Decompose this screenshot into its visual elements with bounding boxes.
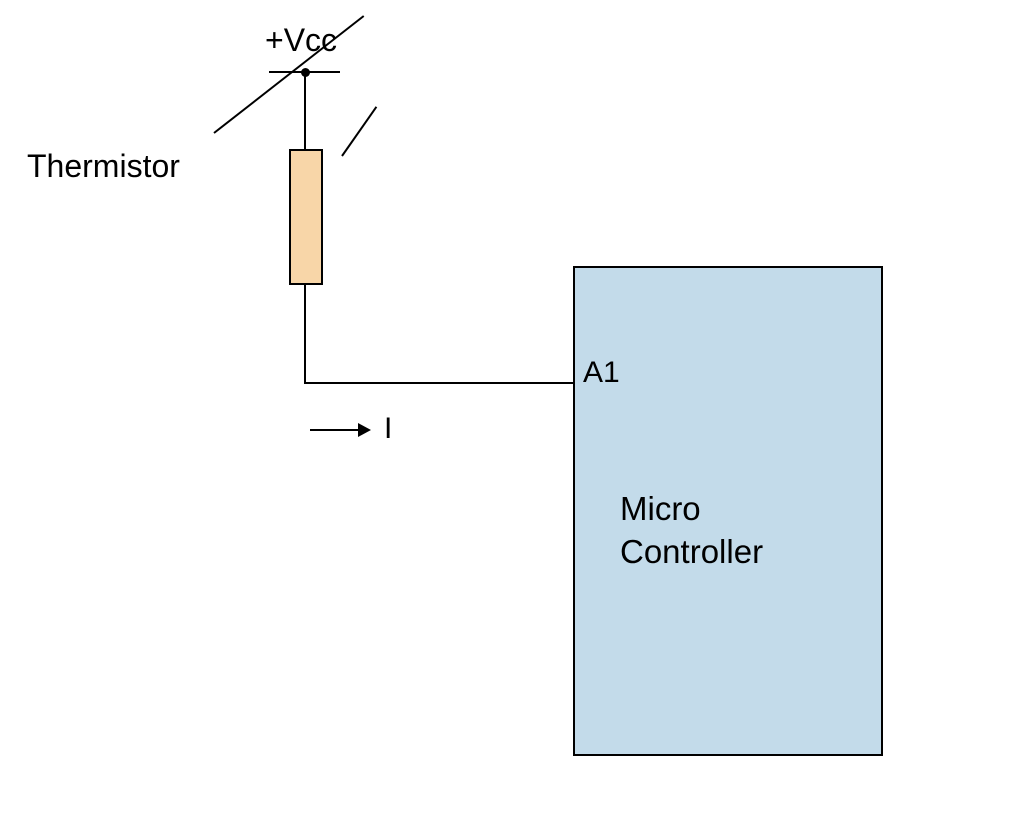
current-arrow-line (310, 429, 362, 431)
wire-thermistor-down (304, 285, 306, 382)
current-arrow-head (358, 423, 371, 437)
micro-label-line1: Micro (620, 488, 763, 531)
vcc-label: +Vcc (265, 22, 337, 59)
thermistor-label: Thermistor (27, 148, 180, 185)
wire-vcc-to-thermistor (304, 75, 306, 151)
microcontroller-label: Micro Controller (620, 488, 763, 574)
current-label: I (384, 412, 392, 446)
micro-label-line2: Controller (620, 531, 763, 574)
thermistor-temp-indicator (341, 106, 377, 156)
thermistor-component (289, 149, 323, 285)
wire-to-microcontroller (304, 382, 574, 384)
pin-label: A1 (583, 356, 620, 390)
